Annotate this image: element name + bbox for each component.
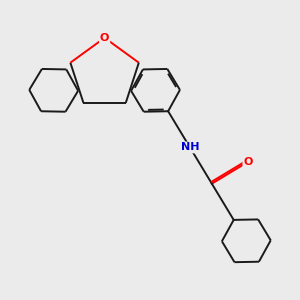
Text: NH: NH [181,142,199,152]
Text: O: O [243,157,253,167]
Text: O: O [100,33,109,43]
